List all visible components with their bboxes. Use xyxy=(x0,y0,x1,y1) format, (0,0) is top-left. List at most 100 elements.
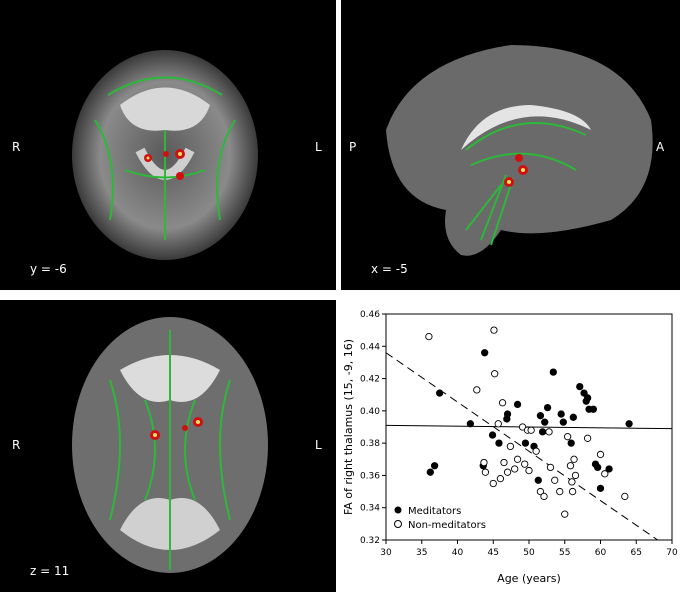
x-tick-label: 30 xyxy=(380,548,392,558)
point-non-meditator xyxy=(525,466,533,475)
point-meditator xyxy=(521,439,530,447)
point-non-meditator xyxy=(425,332,433,341)
point-meditator xyxy=(481,349,489,357)
point-meditator xyxy=(541,418,549,426)
point-non-meditator xyxy=(621,492,629,501)
coronal-right-label: L xyxy=(315,140,322,154)
point-non-meditator xyxy=(532,447,540,455)
point-non-meditator xyxy=(563,433,572,441)
point-non-meditator xyxy=(494,420,502,428)
point-non-meditator xyxy=(480,458,488,467)
y-tick-label: 0.34 xyxy=(360,504,380,514)
sagittal-left-label: P xyxy=(349,140,357,154)
coronal-left-label: R xyxy=(12,140,21,154)
point-meditator xyxy=(583,394,592,402)
point-non-meditator xyxy=(570,455,578,463)
point-non-meditator xyxy=(496,475,505,483)
point-non-meditator xyxy=(583,434,592,442)
point-meditator xyxy=(567,439,575,447)
point-meditator xyxy=(536,412,545,420)
point-meditator xyxy=(466,420,475,428)
point-non-meditator xyxy=(521,460,529,468)
point-meditator xyxy=(543,403,552,412)
point-meditator xyxy=(513,400,522,409)
point-meditator xyxy=(557,410,565,418)
point-non-meditator xyxy=(473,386,481,394)
axial-brain-image xyxy=(72,317,268,573)
x-axis-label: Age (years) xyxy=(497,572,561,585)
point-meditator xyxy=(549,368,557,376)
point-meditator xyxy=(580,389,588,397)
point-non-meditator xyxy=(601,470,609,478)
y-tick-label: 0.32 xyxy=(360,536,380,546)
x-tick-label: 70 xyxy=(666,548,678,558)
point-non-meditator xyxy=(498,399,507,407)
point-non-meditator xyxy=(596,450,605,459)
point-non-meditator xyxy=(566,462,575,470)
x-tick-label: 35 xyxy=(416,548,427,558)
point-meditator xyxy=(435,389,444,397)
y-tick-label: 0.38 xyxy=(360,439,380,449)
point-non-meditator xyxy=(513,455,522,463)
point-non-meditator xyxy=(571,471,580,480)
legend-marker-meditators xyxy=(394,506,402,514)
point-meditator xyxy=(569,413,577,421)
y-tick-label: 0.36 xyxy=(360,471,380,481)
y-tick-label: 0.40 xyxy=(360,407,380,417)
sagittal-right-label: A xyxy=(656,140,665,154)
y-tick-label: 0.46 xyxy=(360,310,380,320)
legend-label-non-meditators: Non-meditators xyxy=(408,520,486,531)
point-meditator xyxy=(576,382,584,391)
fa-age-scatter-chart: 0.32 0.34 0.36 0.38 0.40 0.42 0.44 0.46 30 35 40 4… xyxy=(342,310,678,585)
sagittal-coord-label: x = -5 xyxy=(371,262,408,276)
point-non-meditator xyxy=(506,442,515,451)
point-non-meditator xyxy=(527,426,535,434)
point-non-meditator xyxy=(568,478,576,486)
x-tick-label: 45 xyxy=(488,548,499,558)
point-non-meditator xyxy=(489,479,497,488)
point-non-meditator xyxy=(481,468,490,476)
axial-brain-panel: R L z = 11 xyxy=(0,300,336,592)
y-tick-label: 0.42 xyxy=(360,375,380,385)
axial-right-label: L xyxy=(315,438,322,452)
point-non-meditator xyxy=(518,423,527,431)
legend-label-meditators: Meditators xyxy=(408,506,461,517)
sagittal-brain-panel: P A x = -5 xyxy=(341,0,680,290)
y-axis-label: FA of right thalamus (15, -9, 16) xyxy=(342,339,355,515)
point-meditator xyxy=(589,405,598,413)
point-non-meditator xyxy=(490,326,498,334)
point-meditator xyxy=(495,439,503,447)
point-non-meditator xyxy=(540,492,548,501)
coronal-coord-label: y = -6 xyxy=(30,262,67,276)
point-meditator xyxy=(488,431,497,439)
point-meditator xyxy=(605,465,613,473)
axial-coord-label: z = 11 xyxy=(30,564,70,578)
point-non-meditator xyxy=(536,487,545,496)
x-tick-label: 40 xyxy=(452,548,464,558)
sagittal-brain-image xyxy=(386,45,653,256)
point-non-meditator xyxy=(561,510,569,518)
point-meditator xyxy=(426,468,434,476)
legend: Meditators Non-meditators xyxy=(394,506,486,531)
point-meditator xyxy=(430,462,439,470)
x-tick-label: 60 xyxy=(595,548,607,558)
point-non-meditator xyxy=(491,370,499,378)
point-meditator xyxy=(538,428,547,436)
point-meditator xyxy=(596,484,605,492)
point-non-meditator xyxy=(503,468,512,476)
point-non-meditator xyxy=(551,476,559,484)
point-non-meditator xyxy=(545,428,553,436)
point-non-meditator xyxy=(511,465,519,473)
point-meditator xyxy=(625,420,633,428)
point-meditator xyxy=(534,476,542,484)
x-tick-label: 65 xyxy=(631,548,642,558)
point-meditator xyxy=(559,418,567,426)
point-meditator xyxy=(503,410,512,418)
coronal-brain-image xyxy=(72,50,258,260)
fit-line-dashed xyxy=(385,352,658,541)
point-non-meditator xyxy=(546,463,555,472)
point-non-meditator xyxy=(556,487,564,496)
axial-left-label: R xyxy=(12,438,21,452)
point-non-meditator xyxy=(500,458,508,467)
x-tick-label: 55 xyxy=(559,548,570,558)
